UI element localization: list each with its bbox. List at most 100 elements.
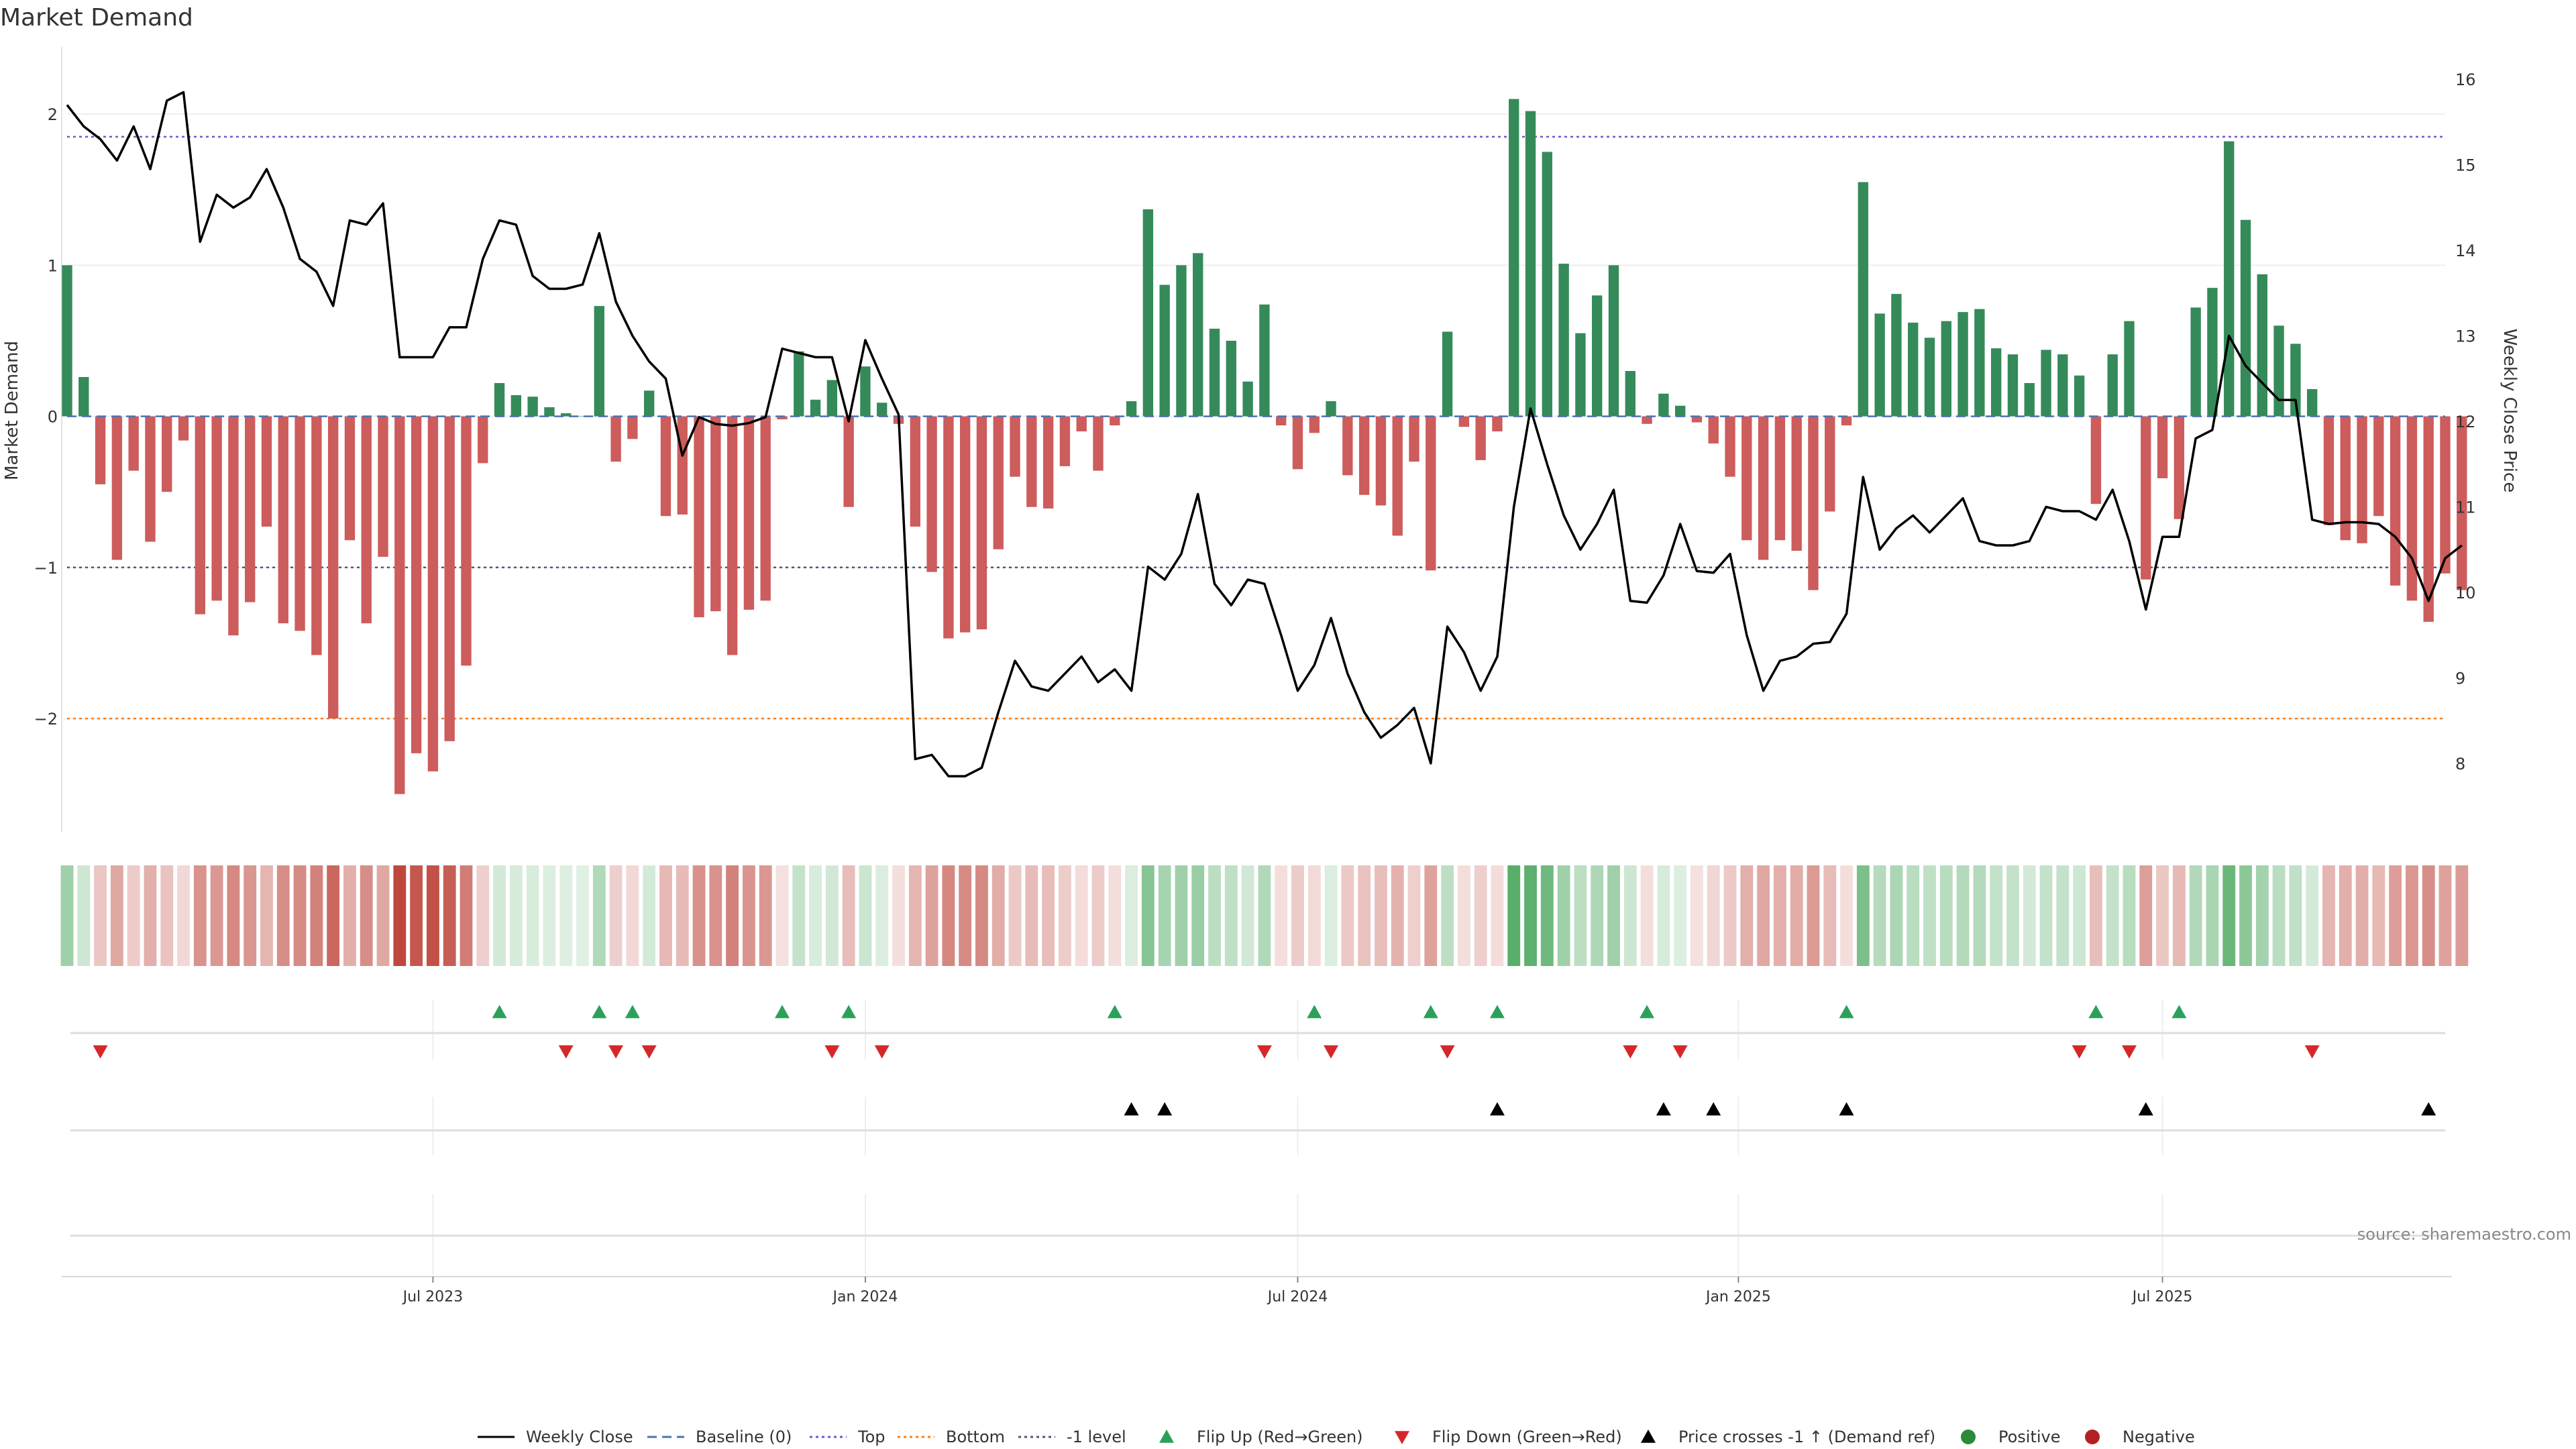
flip-down-marker <box>1256 1045 1272 1059</box>
flip-down-marker <box>2304 1045 2320 1059</box>
legend-item: Negative <box>2085 1428 2195 1446</box>
heat-cell <box>2255 865 2269 966</box>
heat-cell <box>343 865 356 966</box>
demand-bar-negative <box>727 416 738 655</box>
demand-bar-negative <box>2373 416 2384 517</box>
demand-bar-positive <box>2257 274 2267 417</box>
demand-bar-negative <box>1475 416 1486 460</box>
demand-bar-positive <box>1941 321 1951 417</box>
heat-cell <box>110 865 123 966</box>
demand-bar-negative <box>1026 416 1037 507</box>
heat-cell <box>2156 865 2169 966</box>
demand-bar-positive <box>527 396 538 417</box>
legend: Weekly Close Baseline (0) Top Bottom -1 leve… <box>478 1428 2195 1446</box>
heat-cell <box>460 865 473 966</box>
demand-bar-positive <box>511 395 522 417</box>
heat-cell <box>1042 865 1055 966</box>
y2-tick-label: 15 <box>2455 156 2476 175</box>
price-cross-markers-strip <box>1124 1102 2436 1116</box>
demand-bar-positive <box>2290 343 2301 417</box>
legend-label: Baseline (0) <box>696 1428 792 1446</box>
heat-cell <box>1258 865 1271 966</box>
heat-cell <box>77 865 91 966</box>
demand-bar-negative <box>1758 416 1769 560</box>
demand-bar-negative <box>461 416 472 666</box>
demand-bar-positive <box>2207 288 2218 417</box>
legend-label: Flip Up (Red→Green) <box>1197 1428 1363 1446</box>
heat-cell <box>1025 865 1038 966</box>
heat-cell <box>127 865 140 966</box>
legend-swatch-triangle-down <box>1395 1431 1409 1444</box>
demand-bar-negative <box>1492 416 1503 432</box>
demand-bar-negative <box>444 416 455 741</box>
demand-bar-negative <box>1841 416 1852 426</box>
demand-bar-negative <box>627 416 638 439</box>
flip-up-marker <box>2088 1005 2104 1018</box>
demand-bar-negative <box>145 416 156 542</box>
flip-down-marker <box>558 1045 574 1059</box>
legend-item: Weekly Close <box>478 1428 633 1446</box>
demand-bar-positive <box>1259 304 1270 417</box>
heat-cell <box>2272 865 2286 966</box>
heat-cell <box>742 865 755 966</box>
demand-bar-negative <box>128 416 139 471</box>
demand-bar-positive <box>1242 381 1253 417</box>
price-cross-marker <box>1124 1102 1139 1116</box>
demand-bar-negative <box>1725 416 1735 477</box>
demand-bar-positive <box>1525 111 1536 417</box>
demand-bar-negative <box>926 416 937 572</box>
demand-bar-positive <box>594 306 604 417</box>
demand-bar-positive <box>1193 253 1203 417</box>
flip-up-marker <box>1107 1005 1122 1018</box>
heat-cell <box>1674 865 1687 966</box>
reference-lines <box>67 136 2445 720</box>
demand-bar-positive <box>2057 354 2068 417</box>
heat-cell <box>875 865 889 966</box>
demand-bar-positive <box>860 366 871 417</box>
demand-bar-positive <box>1874 313 1885 417</box>
demand-bar-negative <box>677 416 688 515</box>
demand-bar-positive <box>2224 141 2235 417</box>
demand-bar-negative <box>361 416 372 624</box>
heat-cell <box>1358 865 1371 966</box>
legend-label: Positive <box>1998 1428 2061 1446</box>
heat-cell <box>1224 865 1238 966</box>
heat-cell <box>775 865 789 966</box>
heat-cell <box>659 865 672 966</box>
demand-bar-positive <box>1176 265 1187 417</box>
y-tick-label: 2 <box>48 105 58 124</box>
demand-bar-positive <box>1674 405 1686 417</box>
heat-cell <box>1008 865 1022 966</box>
demand-bar-negative <box>1093 416 1104 471</box>
heat-cell <box>1208 865 1221 966</box>
legend-item: -1 level <box>1018 1428 1126 1446</box>
right-axis-ticks: 16 15 14 13 12 11 10 9 8 <box>2455 70 2476 773</box>
demand-bar-negative <box>411 416 422 753</box>
demand-bar-negative <box>1059 416 1071 466</box>
y2-tick-label: 11 <box>2455 498 2476 517</box>
demand-bar-positive <box>2273 325 2284 417</box>
demand-bar-positive <box>1442 331 1453 417</box>
heat-cell <box>692 865 706 966</box>
legend-item: Bottom <box>898 1428 1005 1446</box>
heat-cell <box>1740 865 1754 966</box>
heat-cell <box>892 865 905 966</box>
heat-cell <box>1823 865 1837 966</box>
demand-bar-positive <box>794 351 804 417</box>
demand-bar-positive <box>1326 401 1336 417</box>
heat-cell <box>2106 865 2119 966</box>
heat-cell <box>1890 865 1903 966</box>
legend-swatch-circle <box>1961 1430 1976 1444</box>
source-note: source: sharemaestro.com <box>2357 1225 2571 1244</box>
heat-cell <box>1807 865 1820 966</box>
demand-bar-positive <box>62 265 72 417</box>
heat-cell <box>1907 865 1920 966</box>
demand-bar-negative <box>1691 416 1703 423</box>
demand-bar-positive <box>1558 264 1569 417</box>
demand-bar-positive <box>2107 354 2118 417</box>
demand-bar-positive <box>1159 284 1170 417</box>
heat-cell <box>543 865 556 966</box>
heat-cell <box>1856 865 1870 966</box>
heat-cell <box>1690 865 1703 966</box>
date-axis: Jul 2023 Jan 2024 Jul 2024 Jan 2025 Jul 2025 <box>402 1277 2192 1305</box>
